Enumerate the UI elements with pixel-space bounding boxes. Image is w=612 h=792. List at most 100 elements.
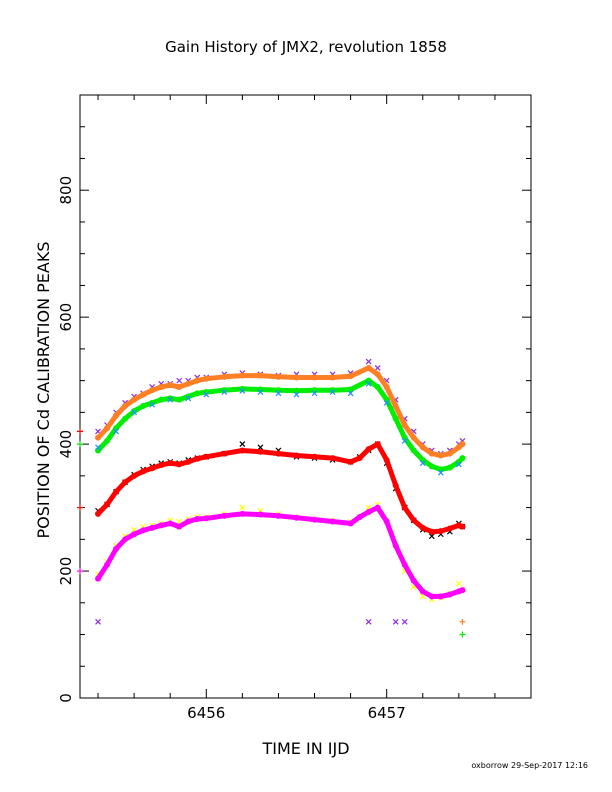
- data-point: [176, 383, 183, 390]
- data-point: [194, 377, 201, 384]
- data-point: [149, 465, 156, 472]
- data-point: [410, 517, 417, 524]
- data-point: [239, 441, 246, 448]
- data-point: [167, 395, 174, 402]
- data-point: [428, 593, 435, 600]
- data-point: [203, 391, 210, 398]
- data-point: [446, 464, 453, 471]
- data-point: [275, 512, 282, 519]
- data-point: [257, 511, 264, 518]
- data-point: [176, 396, 183, 403]
- y-tick-label: 0: [57, 693, 75, 703]
- data-point: [347, 373, 354, 380]
- data-point: [401, 422, 408, 429]
- x-tick-label: 6456: [187, 704, 225, 722]
- data-point: [95, 618, 101, 625]
- reference-marker: [459, 618, 466, 625]
- data-point: [104, 425, 111, 432]
- data-point: [374, 441, 381, 448]
- y-tick-label: 600: [57, 303, 75, 332]
- data-point: [131, 531, 138, 538]
- data-point: [176, 461, 183, 468]
- data-point: [122, 403, 129, 410]
- data-point: [437, 528, 444, 535]
- data-point: [311, 374, 318, 381]
- data-point: [113, 428, 120, 435]
- data-point: [311, 516, 318, 523]
- data-point: [329, 455, 336, 462]
- data-point: [401, 618, 408, 625]
- data-point: [113, 488, 120, 495]
- data-point: [459, 441, 466, 448]
- data-point: [437, 593, 444, 600]
- reference-markers: [77, 428, 466, 638]
- data-point: [392, 415, 399, 422]
- data-point: [459, 587, 466, 594]
- data-point: [95, 575, 102, 582]
- data-point: [293, 374, 300, 381]
- data-point: [347, 520, 354, 527]
- data-point: [122, 536, 129, 543]
- data-point: [140, 391, 147, 398]
- data-point: [167, 396, 174, 403]
- data-point: [311, 453, 318, 460]
- x-axis-label: TIME IN IJD: [261, 739, 349, 758]
- data-point: [185, 395, 192, 402]
- chart-title: Gain History of JMX2, revolution 1858: [165, 38, 447, 56]
- data-point: [176, 523, 183, 530]
- data-point: [257, 448, 264, 455]
- data-point: [203, 515, 210, 522]
- data-point: [419, 588, 426, 595]
- x-tick-label: 6457: [368, 704, 406, 722]
- reference-marker: [77, 504, 83, 511]
- data-point: [131, 408, 138, 415]
- data-point: [221, 373, 228, 380]
- data-point: [239, 385, 246, 392]
- data-point: [176, 377, 183, 384]
- data-point: [401, 438, 408, 444]
- data-point: [149, 399, 156, 406]
- data-point: [329, 387, 336, 394]
- data-point: [221, 389, 228, 395]
- data-point: [410, 447, 417, 454]
- series-line: [95, 441, 465, 535]
- data-point: [185, 458, 192, 465]
- data-point: [194, 516, 201, 523]
- data-point: [329, 374, 336, 381]
- data-point: [221, 387, 228, 394]
- data-point: [239, 504, 246, 511]
- data-point: [437, 452, 444, 459]
- data-point: [293, 452, 300, 459]
- y-tick-label: 200: [57, 557, 75, 586]
- data-point: [239, 387, 246, 394]
- x-tick-labels: 6456 6457: [187, 704, 406, 722]
- data-point: [149, 524, 156, 531]
- data-point: [113, 545, 120, 552]
- data-point: [401, 561, 408, 568]
- reference-marker: [77, 428, 83, 435]
- data-point: [383, 456, 390, 463]
- data-point: [194, 455, 201, 462]
- data-point: [459, 523, 466, 530]
- series-magenta: [95, 504, 466, 600]
- data-point: [428, 528, 435, 535]
- data-point: [392, 618, 399, 625]
- y-tick-labels: 0 200 400 600 800: [57, 176, 75, 703]
- data-point: [158, 396, 165, 403]
- data-point: [374, 504, 381, 511]
- y-tick-label: 800: [57, 176, 75, 205]
- data-point: [365, 446, 372, 453]
- data-point: [149, 401, 156, 408]
- data-point: [419, 460, 426, 467]
- reference-marker: [77, 441, 83, 448]
- data-point: [257, 372, 264, 379]
- data-point: [455, 461, 462, 468]
- data-point: [383, 399, 390, 406]
- data-point: [104, 437, 111, 444]
- data-point: [113, 412, 120, 419]
- data-point: [446, 450, 453, 457]
- data-point: [383, 396, 390, 403]
- data-point: [392, 482, 399, 489]
- data-point: [131, 409, 138, 416]
- data-point: [365, 618, 372, 625]
